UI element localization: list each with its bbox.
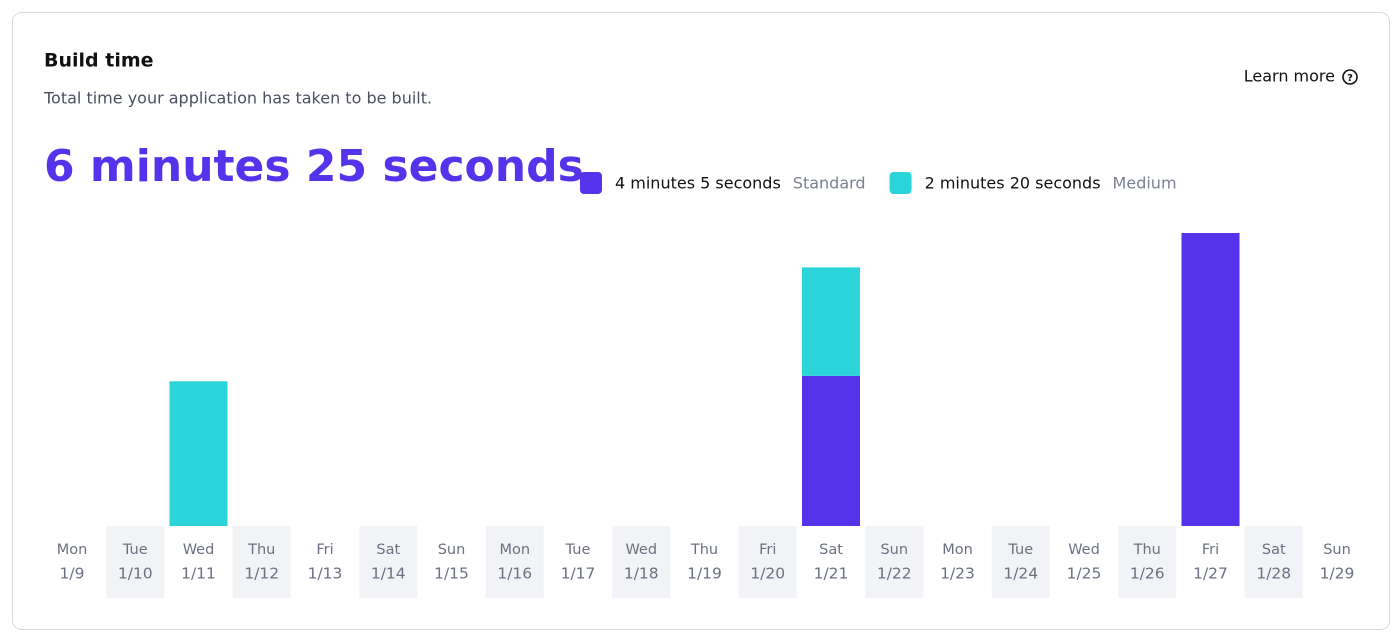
weekday-label: Wed — [625, 542, 657, 558]
date-label: 1/29 — [1320, 565, 1355, 583]
weekday-label: Mon — [942, 542, 973, 558]
column-shade — [232, 526, 291, 598]
column-shade — [1244, 526, 1303, 598]
subtitle: Total time your application has taken to… — [43, 89, 432, 108]
date-label: 1/18 — [624, 565, 659, 583]
legend-name: Medium — [1113, 174, 1177, 193]
legend-swatch — [889, 172, 912, 194]
legend-name: Standard — [793, 174, 866, 193]
date-label: 1/27 — [1193, 565, 1228, 583]
weekday-label: Thu — [247, 542, 275, 558]
date-label: 1/9 — [60, 565, 85, 583]
legend-value: 2 minutes 20 seconds — [925, 174, 1101, 193]
date-label: 1/12 — [244, 565, 279, 583]
weekday-label: Sun — [1323, 542, 1351, 558]
date-label: 1/14 — [371, 565, 406, 583]
learn-more[interactable]: Learn more ? — [1244, 67, 1358, 86]
total-time: 6 minutes 25 seconds — [44, 141, 584, 192]
date-label: 1/13 — [308, 565, 343, 583]
weekday-label: Sat — [1262, 542, 1286, 558]
bar-segment — [169, 381, 228, 526]
date-label: 1/10 — [118, 565, 153, 583]
column-shade — [359, 526, 418, 598]
bar-segment — [802, 267, 860, 376]
weekday-label: Fri — [759, 542, 776, 558]
card — [12, 12, 1390, 630]
weekday-label: Sun — [438, 542, 466, 558]
column-shade — [991, 526, 1050, 598]
weekday-label: Fri — [316, 542, 333, 558]
date-label: 1/23 — [940, 565, 975, 583]
weekday-label: Sat — [376, 542, 400, 558]
date-label: 1/24 — [1003, 565, 1038, 583]
date-label: 1/26 — [1130, 565, 1165, 583]
date-label: 1/17 — [561, 565, 596, 583]
weekday-label: Thu — [1133, 542, 1161, 558]
weekday-label: Wed — [183, 542, 215, 558]
date-label: 1/25 — [1067, 565, 1102, 583]
bar-segment — [1181, 233, 1240, 526]
date-label: 1/15 — [434, 565, 469, 583]
legend: 4 minutes 5 seconds Standard 2 minutes 20 … — [580, 172, 1177, 194]
date-label: 1/21 — [814, 565, 849, 583]
weekday-label: Tue — [122, 542, 148, 558]
date-label: 1/22 — [877, 565, 912, 583]
column-shade — [865, 526, 924, 598]
learn-more-link[interactable]: Learn more — [1244, 67, 1335, 86]
title: Build time — [44, 50, 154, 72]
weekday-label: Tue — [1007, 542, 1033, 558]
weekday-label: Tue — [565, 542, 591, 558]
date-label: 1/28 — [1256, 565, 1291, 583]
bar-segment — [802, 375, 860, 526]
help-icon-mark: ? — [1347, 73, 1353, 84]
column-shade — [1118, 526, 1177, 598]
date-label: 1/16 — [497, 565, 532, 583]
weekday-label: Mon — [57, 542, 88, 558]
plot: Mon 1/9 Tue 1/10 Wed 1/11 Thu 1/12 Fri 1/13 Sat 1/1… — [57, 233, 1355, 598]
help-icon[interactable] — [1342, 69, 1358, 85]
legend-value: 4 minutes 5 seconds — [615, 174, 781, 193]
column-shade — [612, 526, 671, 598]
date-label: 1/20 — [750, 565, 785, 583]
weekday-label: Sun — [880, 542, 908, 558]
column-shade — [106, 526, 165, 598]
weekday-label: Fri — [1202, 542, 1219, 558]
column-shade — [485, 526, 544, 598]
weekday-label: Thu — [690, 542, 718, 558]
date-label: 1/19 — [687, 565, 722, 583]
date-label: 1/11 — [181, 565, 216, 583]
column-shade — [738, 526, 797, 598]
legend-swatch — [580, 172, 602, 194]
weekday-label: Wed — [1068, 542, 1100, 558]
weekday-label: Sat — [819, 542, 843, 558]
weekday-label: Mon — [499, 542, 530, 558]
